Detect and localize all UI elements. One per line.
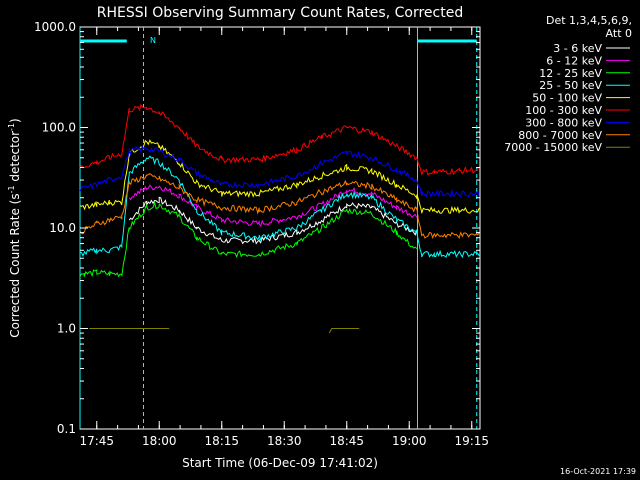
x-tick-label: 17:45 xyxy=(79,434,114,448)
svg-text:Corrected Count Rate (s-1 dete: Corrected Count Rate (s-1 detector-1) xyxy=(7,118,22,337)
night-markers xyxy=(79,27,478,429)
series-line xyxy=(128,196,418,245)
series-line xyxy=(79,201,418,278)
y-axis-ticks: 1000.0 100.0 10.0 1.0 0.1 xyxy=(34,20,480,436)
y-axis-label-sup2: -1 xyxy=(7,123,16,131)
series-line xyxy=(79,103,480,176)
y-tick-label: 10.0 xyxy=(49,221,76,235)
x-tick-label: 18:15 xyxy=(204,434,239,448)
y-axis-label-mid: detector xyxy=(8,131,22,186)
series-line xyxy=(79,145,480,198)
footer-timestamp: 16-Oct-2021 17:39 xyxy=(560,467,636,476)
x-axis-label: Start Time (06-Dec-09 17:41:02) xyxy=(182,456,378,470)
x-tick-label: 19:15 xyxy=(454,434,489,448)
x-tick-label: 18:45 xyxy=(329,434,364,448)
x-tick-label: 18:00 xyxy=(142,434,177,448)
x-tick-label: 19:00 xyxy=(392,434,427,448)
y-axis-label-sup1: -1 xyxy=(7,185,16,193)
legend-entry-label: 100 - 300 keV xyxy=(525,104,602,117)
legend-entry-label: 50 - 100 keV xyxy=(532,92,602,105)
y-tick-label: 1.0 xyxy=(57,322,76,336)
legend-entry-label: 3 - 6 keV xyxy=(553,42,602,55)
legend-header-line1: Det 1,3,4,5,6,9, xyxy=(546,14,632,27)
legend-header-line2: Att 0 xyxy=(606,27,632,40)
legend-entry-label: 6 - 12 keV xyxy=(546,54,602,67)
series-line xyxy=(128,184,418,228)
legend-entry-label: 12 - 25 keV xyxy=(539,67,602,80)
y-axis-label-end: ) xyxy=(8,118,22,123)
series-line xyxy=(79,139,480,214)
series-line xyxy=(89,328,360,334)
legend-entry-label: 300 - 800 keV xyxy=(525,116,602,129)
night-flag-label: N xyxy=(150,36,156,45)
legend-entry-label: 800 - 7000 keV xyxy=(518,129,602,142)
series-line xyxy=(79,155,480,259)
y-tick-label: 100.0 xyxy=(42,121,76,135)
y-tick-label: 1000.0 xyxy=(34,20,76,34)
y-tick-label: 0.1 xyxy=(57,422,76,436)
legend-entry-label: 7000 - 15000 keV xyxy=(504,141,602,154)
x-axis-ticks: 17:45 18:00 18:15 18:30 18:45 19:00 19:15 xyxy=(79,27,489,448)
y-axis-label-main: Corrected Count Rate (s xyxy=(8,193,22,337)
series-line xyxy=(79,173,480,240)
legend-entry-label: 25 - 50 keV xyxy=(539,79,602,92)
series-lines xyxy=(79,103,480,334)
chart-title: RHESSI Observing Summary Count Rates, Co… xyxy=(97,5,463,21)
x-tick-label: 18:30 xyxy=(267,434,302,448)
y-axis-label: Corrected Count Rate (s-1 detector-1) xyxy=(7,118,22,337)
